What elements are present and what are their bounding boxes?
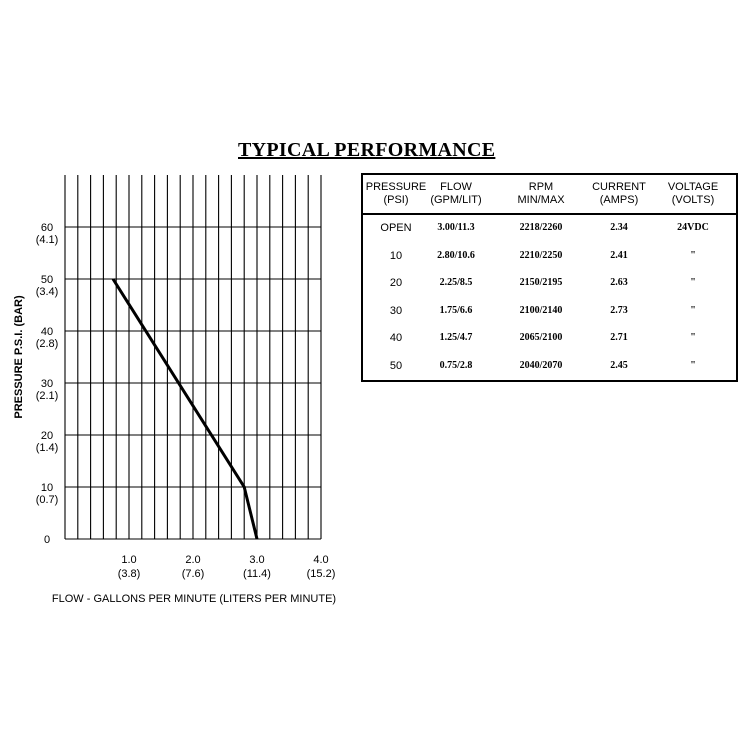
x-tick-label: 2.0: [185, 554, 200, 566]
table-cell: 2.71: [610, 332, 628, 343]
table-cell: 3.00/11.3: [437, 222, 475, 233]
x-tick-sublabel: (11.4): [243, 568, 271, 580]
table-cell: 2.80/10.6: [437, 250, 475, 261]
series-line: [111, 278, 259, 540]
x-tick-label: 4.0: [313, 554, 328, 566]
table-cell: 2.73: [610, 305, 628, 316]
column-header: PRESSURE (PSI): [351, 181, 441, 207]
column-header-line: RPM: [528, 181, 554, 193]
column-header-line: (PSI): [383, 194, 409, 206]
x-tick-sublabel: (15.2): [307, 568, 336, 580]
y-tick-sublabel: (2.8): [36, 338, 59, 350]
y-tick-label: 50: [41, 274, 53, 286]
table-cell: ": [690, 332, 696, 343]
table-row: 30 1.75/6.6 2100/2140 2.73 ": [363, 305, 736, 321]
table-row: OPEN 3.00/11.3 2218/2260 2.34 24VDC: [363, 222, 736, 238]
table-cell: 30: [389, 305, 403, 317]
y-tick-sublabel: (4.1): [36, 234, 59, 246]
column-header-line: CURRENT: [592, 181, 646, 193]
chart-series: [111, 278, 259, 540]
table-cell: 10: [389, 250, 403, 262]
chart-ticks: 0 10(0.7) 20(1.4) 30(2.1) 40(2.8) 50(3.4) 60(4…: [36, 222, 336, 580]
column-header-line: (GPM/LIT): [430, 194, 482, 206]
y-tick-label: 10: [41, 482, 53, 494]
column-header: VOLTAGE (VOLTS): [648, 181, 738, 207]
y-tick-sublabel: (2.1): [36, 390, 59, 402]
table-cell: 2.34: [610, 222, 628, 233]
table-cell: 2.41: [610, 250, 628, 261]
column-header: CURRENT (AMPS): [574, 181, 664, 207]
chart-title: TYPICAL PERFORMANCE: [238, 139, 496, 161]
x-tick-label: 1.0: [121, 554, 136, 566]
y-tick-label: 20: [41, 430, 53, 442]
table-cell: 2.25/8.5: [439, 277, 473, 288]
table-cell: 2210/2250: [519, 250, 563, 261]
table-row: 40 1.25/4.7 2065/2100 2.71 ": [363, 332, 736, 348]
column-header-line: PRESSURE: [365, 181, 427, 193]
table-cell: 2.45: [610, 360, 628, 371]
table-row: 20 2.25/8.5 2150/2195 2.63 ": [363, 277, 736, 293]
table-cell: ": [690, 277, 696, 288]
table-cell: 1.25/4.7: [439, 332, 473, 343]
x-axis-title: FLOW - GALLONS PER MINUTE (LITERS PER MI…: [52, 593, 336, 605]
table-row: 10 2.80/10.6 2210/2250 2.41 ": [363, 250, 736, 266]
x-tick-sublabel: (7.6): [182, 568, 205, 580]
column-header-line: (AMPS): [599, 194, 639, 206]
column-header-line: MIN/MAX: [517, 194, 565, 206]
column-header-line: (VOLTS): [671, 194, 715, 206]
table-cell: 0.75/2.8: [439, 360, 473, 371]
y-tick-sublabel: (1.4): [36, 442, 59, 454]
header-divider: [363, 213, 736, 215]
table-cell: 24VDC: [677, 222, 709, 233]
y-tick-label: 60: [41, 222, 53, 234]
table-cell: OPEN: [380, 222, 412, 234]
table-cell: 40: [389, 332, 403, 344]
y-tick-sublabel: (3.4): [36, 286, 59, 298]
table-cell: 2100/2140: [519, 305, 563, 316]
y-tick-sublabel: (0.7): [36, 494, 59, 506]
table-cell: 2065/2100: [519, 332, 563, 343]
y-tick-label: 30: [41, 378, 53, 390]
chart-grid: [64, 175, 322, 540]
x-tick-label: 3.0: [249, 554, 264, 566]
y-tick-label: 0: [44, 534, 50, 546]
table-cell: 1.75/6.6: [439, 305, 473, 316]
x-tick-sublabel: (3.8): [118, 568, 141, 580]
table-cell: 2.63: [610, 277, 628, 288]
table-cell: 2218/2260: [519, 222, 563, 233]
table-cell: ": [690, 360, 696, 371]
column-header: FLOW (GPM/LIT): [411, 181, 501, 207]
performance-table: PRESSURE (PSI) FLOW (GPM/LIT) RPM MIN/MAX CURR…: [361, 173, 738, 382]
table-row: 50 0.75/2.8 2040/2070 2.45 ": [363, 360, 736, 376]
column-header-line: FLOW: [440, 181, 472, 193]
y-tick-label: 40: [41, 326, 53, 338]
table-cell: ": [690, 305, 696, 316]
table-cell: 50: [389, 360, 403, 372]
column-header-line: VOLTAGE: [667, 181, 719, 193]
table-cell: 2150/2195: [519, 277, 563, 288]
table-cell: 20: [389, 277, 403, 289]
table-cell: 2040/2070: [519, 360, 563, 371]
column-header: RPM MIN/MAX: [496, 181, 586, 207]
y-axis-title: PRESSURE P.S.I. (BAR): [13, 295, 25, 419]
table-cell: ": [690, 250, 696, 261]
